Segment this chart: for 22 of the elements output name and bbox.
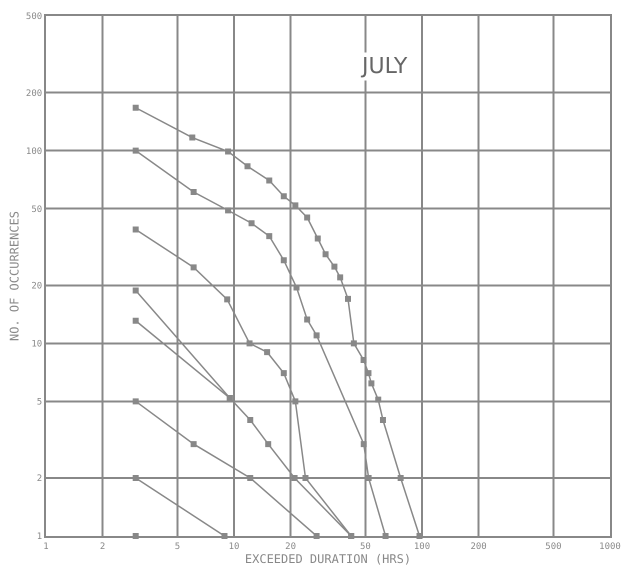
- x-tick-label: 200: [470, 542, 487, 552]
- y-tick-label: 100: [26, 146, 42, 157]
- x-axis-title: EXCEEDED DURATION (HRS): [244, 552, 412, 566]
- x-tick-label: 1000: [599, 542, 621, 552]
- y-tick-label: 50: [31, 204, 42, 215]
- y-tick-label: 500: [26, 12, 42, 22]
- x-tick-label: 2: [100, 542, 106, 552]
- x-tick-label: 20: [285, 542, 296, 552]
- y-tick-label: 5: [36, 397, 42, 408]
- x-tick-label: 1: [43, 542, 49, 552]
- y-tick-label: 200: [26, 88, 42, 99]
- x-tick-label: 100: [414, 542, 430, 552]
- y-tick-label: 10: [31, 339, 42, 350]
- y-axis-title: NO. OF OCCURRENCES: [8, 210, 22, 342]
- y-tick-label: 20: [31, 281, 42, 292]
- x-tick-label: 10: [228, 542, 240, 552]
- x-tick-label: 5: [174, 542, 180, 552]
- x-tick-label: 500: [545, 542, 562, 552]
- x-tick-label: 50: [360, 542, 371, 552]
- y-tick-label: 1: [36, 532, 42, 542]
- y-tick-label: 2: [36, 474, 42, 484]
- annotation: JULY: [360, 54, 408, 79]
